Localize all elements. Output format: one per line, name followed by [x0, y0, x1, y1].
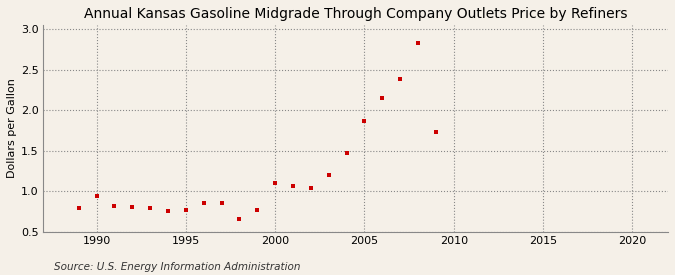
Point [163, 208, 173, 213]
Point [270, 181, 281, 185]
Text: Source: U.S. Energy Information Administration: Source: U.S. Energy Information Administ… [54, 262, 300, 272]
Point [412, 40, 423, 45]
Point [198, 201, 209, 206]
Point [144, 206, 155, 211]
Point [252, 208, 263, 212]
Point [377, 96, 387, 100]
Point [74, 206, 84, 211]
Point [127, 205, 138, 209]
Title: Annual Kansas Gasoline Midgrade Through Company Outlets Price by Refiners: Annual Kansas Gasoline Midgrade Through … [84, 7, 627, 21]
Point [342, 151, 352, 155]
Point [359, 119, 370, 123]
Y-axis label: Dollars per Gallon: Dollars per Gallon [7, 78, 17, 178]
Point [234, 217, 245, 221]
Point [216, 200, 227, 205]
Point [431, 130, 441, 134]
Point [288, 184, 298, 189]
Point [306, 186, 317, 190]
Point [91, 194, 102, 198]
Point [180, 208, 191, 212]
Point [395, 77, 406, 81]
Point [109, 204, 120, 208]
Point [323, 173, 334, 177]
